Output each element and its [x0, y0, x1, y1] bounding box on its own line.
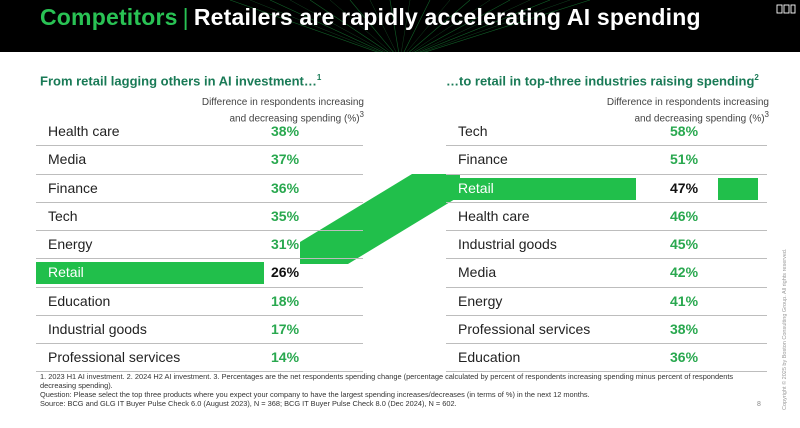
left-column-header: Difference in respondents increasing and… — [180, 97, 364, 125]
right-column-header: Difference in respondents increasing and… — [585, 97, 769, 125]
bcg-logo-icon — [776, 4, 796, 14]
left-row-label: Finance — [48, 179, 98, 196]
header-light-rays — [229, 0, 591, 52]
left-table-row: Education 18% — [36, 288, 363, 316]
right-row-value: 58% — [670, 123, 699, 139]
left-table-row: Professional services 14% — [36, 344, 363, 373]
left-table-row: Tech 35% — [36, 203, 363, 231]
right-heading-text: …to retail in top-three industries raisi… — [446, 73, 755, 89]
right-table-row: Industrial goods 45% — [446, 231, 767, 260]
left-row-label: Tech — [48, 207, 78, 224]
left-row-value: 31% — [271, 236, 300, 252]
right-table-row: Retail 47% — [446, 175, 767, 203]
right-table-row: Education 36% — [446, 344, 767, 373]
right-row-label: Professional services — [458, 320, 591, 337]
right-column-header-footnote: 3 — [764, 110, 769, 119]
right-column-header-line2: and decreasing spending (%) — [634, 113, 765, 125]
left-table-row: Energy 31% — [36, 231, 363, 260]
right-row-label: Industrial goods — [458, 236, 557, 252]
right-row-value: 46% — [670, 207, 699, 224]
right-row-value: 51% — [670, 151, 699, 168]
left-column-header-line1: Difference in respondents increasing — [201, 97, 364, 108]
left-row-value: 18% — [271, 292, 300, 309]
left-row-value: 38% — [271, 123, 300, 139]
right-column-header-line1: Difference in respondents increasing — [606, 97, 769, 108]
footnotes: 1. 2023 H1 AI investment. 2. 2024 H2 AI … — [40, 372, 740, 408]
right-retail-highlight-tail — [718, 177, 758, 200]
right-heading-footnote: 2 — [754, 73, 759, 82]
left-row-value: 36% — [271, 179, 300, 196]
right-row-label: Finance — [458, 151, 508, 168]
page-title: Competitors | Retailers are rapidly accele… — [40, 4, 701, 31]
footnote-source: Source: BCG and GLG IT Buyer Pulse Check… — [40, 399, 457, 408]
left-row-label: Retail — [48, 264, 84, 281]
left-heading-text: From retail lagging others in AI investm… — [40, 73, 317, 89]
footnote-question: Question: Please select the top three pr… — [40, 390, 590, 399]
right-row-label: Tech — [458, 123, 488, 139]
left-row-label: Industrial goods — [48, 320, 147, 337]
left-table-row: Retail 26% — [36, 259, 363, 288]
right-row-value: 41% — [670, 292, 699, 309]
left-column-header-line2: and decreasing spending (%) — [229, 113, 360, 125]
title-main: Retailers are rapidly accelerating AI sp… — [193, 4, 701, 30]
page-number: 8 — [757, 401, 761, 408]
left-row-label: Media — [48, 151, 87, 168]
left-table-row: Finance 36% — [36, 175, 363, 203]
right-row-value: 45% — [670, 236, 699, 252]
copyright-notice: Copyright © 2025 by Boston Consulting Gr… — [782, 248, 788, 411]
left-table-row: Industrial goods 17% — [36, 316, 363, 344]
right-table-row: Media 42% — [446, 259, 767, 288]
left-row-value: 17% — [271, 320, 300, 337]
footnote-definitions: 1. 2023 H1 AI investment. 2. 2024 H2 AI … — [40, 372, 734, 390]
right-row-value: 36% — [670, 349, 699, 365]
left-row-label: Professional services — [48, 349, 181, 365]
right-row-label: Education — [458, 349, 521, 365]
right-table-row: Health care 46% — [446, 203, 767, 231]
right-row-value: 42% — [670, 264, 699, 281]
right-row-label: Health care — [458, 207, 530, 224]
left-row-label: Health care — [48, 123, 120, 139]
left-retail-highlight-bar — [36, 262, 264, 285]
title-accent: Competitors — [40, 4, 178, 30]
header-banner: Competitors | Retailers are rapidly accele… — [0, 0, 800, 52]
left-row-value: 35% — [271, 207, 300, 224]
right-row-value: 47% — [670, 179, 699, 196]
left-section-heading: From retail lagging others in AI investm… — [40, 73, 321, 88]
title-separator: | — [182, 4, 189, 30]
right-section-heading: …to retail in top-three industries raisi… — [446, 73, 759, 88]
left-heading-footnote: 1 — [316, 73, 322, 82]
left-row-value: 14% — [271, 349, 300, 365]
right-table-row: Professional services 38% — [446, 316, 767, 344]
right-table-row: Finance 51% — [446, 146, 767, 175]
left-row-label: Education — [48, 292, 111, 309]
left-row-value: 37% — [271, 151, 300, 168]
right-retail-highlight-bar — [446, 177, 636, 200]
right-row-label: Media — [458, 264, 497, 281]
right-row-label: Retail — [458, 179, 494, 196]
right-row-value: 38% — [670, 320, 699, 337]
left-row-value: 26% — [271, 264, 300, 281]
right-row-label: Energy — [458, 292, 503, 309]
left-table-row: Health care 38% — [36, 118, 363, 147]
left-row-label: Energy — [48, 236, 93, 252]
left-column-header-footnote: 3 — [359, 110, 364, 119]
left-table-row: Media 37% — [36, 146, 363, 175]
right-table-row: Energy 41% — [446, 288, 767, 316]
right-table-row: Tech 58% — [446, 118, 767, 147]
